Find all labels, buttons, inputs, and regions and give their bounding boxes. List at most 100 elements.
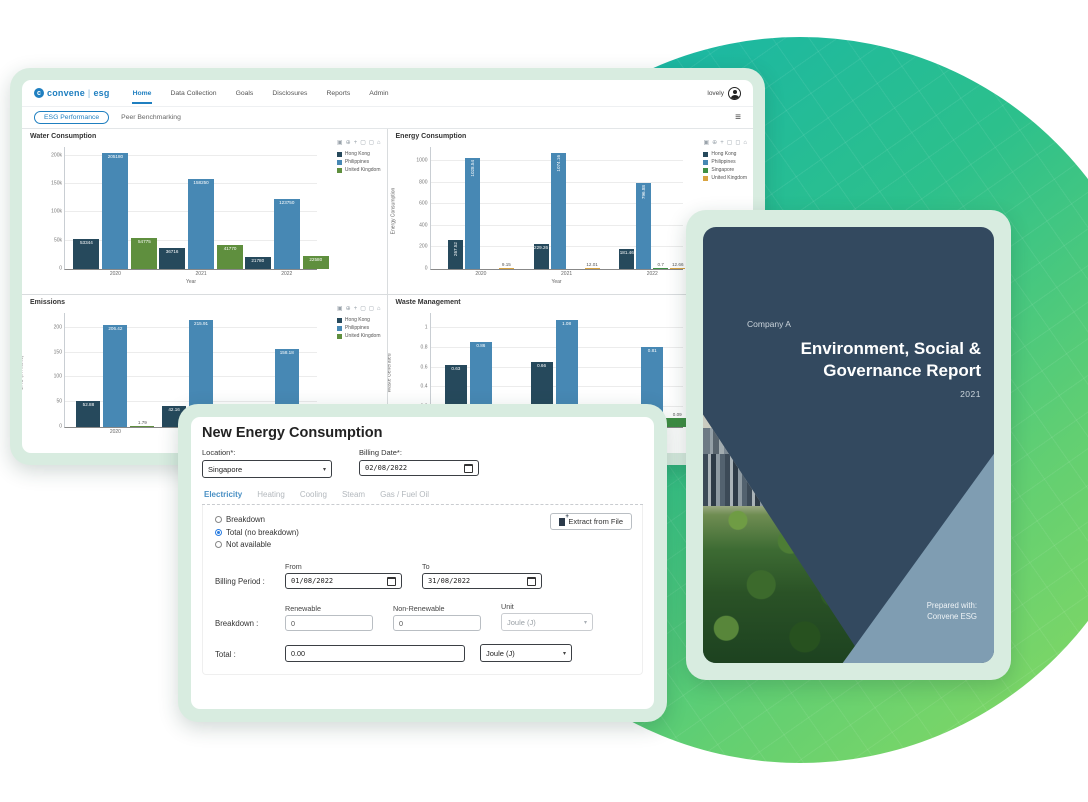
logo-text-convene: convene bbox=[47, 88, 85, 98]
from-date-input[interactable]: 01/08/2022 bbox=[285, 573, 402, 589]
username-label: lovely bbox=[707, 89, 724, 97]
non-renewable-input[interactable]: 0 bbox=[393, 615, 481, 631]
camera-icon[interactable]: ▣ bbox=[337, 306, 343, 312]
y-axis-title: Waste Generated bbox=[387, 353, 393, 393]
bar-singapore-2022: 0.09 bbox=[666, 412, 689, 427]
y-tick-label: 0.4 bbox=[420, 383, 428, 390]
camera-icon[interactable]: ▣ bbox=[337, 140, 343, 146]
breakdown-radio-group: Breakdown Total (no breakdown) Not availab… bbox=[215, 515, 632, 549]
extract-from-file-button[interactable]: Extract from File bbox=[550, 513, 632, 530]
bar-hong-kong-2021: 229.26 bbox=[533, 244, 549, 269]
modal-tab-gas-fuel-oil[interactable]: Gas / Fuel Oil bbox=[380, 490, 429, 499]
nav-item-reports[interactable]: Reports bbox=[326, 89, 351, 97]
convene-logo-icon: c bbox=[34, 88, 44, 98]
from-date-value: 01/08/2022 bbox=[291, 577, 334, 585]
calendar-icon bbox=[464, 463, 473, 473]
bar-value-label: 0.09 bbox=[672, 412, 682, 418]
plot-area: 0 200 400 600 800 1000 267.52 1028.54 9.15 2020 22… bbox=[416, 147, 686, 285]
electricity-section: Breakdown Total (no breakdown) Not availab… bbox=[202, 505, 643, 675]
hamburger-menu-icon[interactable]: ≡ bbox=[735, 111, 741, 123]
bar-philippines-2021: 1074.16 bbox=[550, 153, 566, 269]
zoom-icon[interactable]: ⊕ bbox=[345, 306, 351, 312]
compare-icon[interactable]: ◻ bbox=[368, 140, 374, 146]
bar-group-2020: 53344 205180 54775 bbox=[73, 152, 158, 269]
y-axis-title: Energy Consumption bbox=[389, 187, 396, 235]
y-tick-label: 0 bbox=[59, 265, 62, 272]
modal-tab-electricity[interactable]: Electricity bbox=[204, 490, 243, 499]
legend-item-singapore[interactable]: Singapore bbox=[703, 167, 747, 173]
chevron-down-icon: ▾ bbox=[583, 619, 587, 626]
pan-icon[interactable]: + bbox=[353, 140, 358, 146]
nav-item-home[interactable]: Home bbox=[131, 83, 153, 104]
y-axis-title: GHG (in mtons) bbox=[22, 355, 25, 391]
radio-breakdown[interactable]: Breakdown bbox=[215, 515, 632, 524]
zoom-icon[interactable]: ⊕ bbox=[712, 140, 718, 146]
bar-value-label: 0.7 bbox=[657, 262, 664, 267]
radio-button-icon[interactable] bbox=[215, 516, 222, 523]
y-axis-title: Water Volume bbox=[22, 195, 23, 226]
modal-tab-heating[interactable]: Heating bbox=[257, 490, 285, 499]
total-unit-value: Joule (J) bbox=[486, 648, 515, 658]
bar-united-kingdom-2021: 12.01 bbox=[584, 262, 600, 269]
nav-item-admin[interactable]: Admin bbox=[369, 89, 389, 97]
legend-item-philippines[interactable]: Philippines bbox=[336, 325, 381, 331]
bar-value-label: 12.66 bbox=[672, 261, 684, 267]
compare-icon[interactable]: ◻ bbox=[735, 140, 741, 146]
y-tick-label: 400 bbox=[419, 222, 428, 229]
box-select-icon[interactable]: ▢ bbox=[726, 140, 733, 146]
legend-item-hong-kong[interactable]: Hong Kong bbox=[336, 151, 381, 157]
home-icon[interactable]: ⌂ bbox=[376, 306, 381, 312]
user-avatar[interactable] bbox=[728, 86, 741, 100]
nav-item-disclosures[interactable]: Disclosures bbox=[272, 89, 308, 97]
bar-united-kingdom-2021: 41770 bbox=[217, 245, 244, 269]
tab-esg-performance[interactable]: ESG Performance bbox=[34, 111, 110, 124]
bar-value-label: 54775 bbox=[138, 238, 151, 244]
box-select-icon[interactable]: ▢ bbox=[360, 306, 366, 312]
camera-icon[interactable]: ▣ bbox=[703, 140, 710, 146]
total-unit-select[interactable]: Joule (J) ▾ bbox=[480, 644, 572, 662]
nav-item-goals[interactable]: Goals bbox=[235, 89, 254, 97]
logo-text-esg: esg bbox=[93, 88, 110, 98]
total-label: Total : bbox=[215, 650, 236, 659]
chart-legend: Hong Kong Philippines United Kingdom bbox=[336, 317, 381, 339]
bar-value-label: 229.26 bbox=[534, 245, 549, 251]
modal-tab-cooling[interactable]: Cooling bbox=[299, 490, 327, 499]
modal-tab-steam[interactable]: Steam bbox=[341, 490, 366, 499]
total-input[interactable]: 0.00 bbox=[285, 645, 465, 662]
radio-total-no-breakdown-[interactable]: Total (no breakdown) bbox=[215, 528, 632, 537]
legend-item-hong-kong[interactable]: Hong Kong bbox=[336, 317, 381, 323]
breakdown-unit-select[interactable]: Joule (J) ▾ bbox=[501, 613, 593, 631]
radio-button-icon[interactable] bbox=[215, 541, 222, 548]
zoom-icon[interactable]: ⊕ bbox=[345, 140, 351, 146]
cover-text-block: Company A Environment, Social & Governan… bbox=[747, 319, 981, 399]
y-tick-label: 800 bbox=[419, 179, 428, 186]
bar-value-label: 205180 bbox=[107, 153, 124, 159]
nav-item-data-collection[interactable]: Data Collection bbox=[170, 89, 217, 97]
chart-title: Water Consumption bbox=[30, 133, 97, 140]
bar-value-label: 9.15 bbox=[501, 262, 511, 267]
compare-icon[interactable]: ◻ bbox=[368, 306, 374, 312]
renewable-input[interactable]: 0 bbox=[285, 615, 373, 631]
legend-swatch bbox=[336, 151, 342, 157]
radio-not-available[interactable]: Not available bbox=[215, 540, 632, 549]
billing-date-input[interactable]: 02/08/2022 bbox=[359, 460, 479, 476]
prepared-with-block: Prepared with: Convene ESG bbox=[927, 600, 977, 623]
legend-item-united-kingdom[interactable]: United Kingdom bbox=[336, 333, 381, 339]
legend-item-united-kingdom[interactable]: United Kingdom bbox=[336, 167, 381, 173]
home-icon[interactable]: ⌂ bbox=[376, 140, 381, 146]
legend-item-philippines[interactable]: Philippines bbox=[703, 159, 747, 165]
location-select[interactable]: Singapore ▾ bbox=[202, 460, 332, 478]
bar-value-label: 21780 bbox=[251, 257, 265, 263]
to-date-input[interactable]: 31/08/2022 bbox=[422, 573, 542, 589]
legend-swatch bbox=[336, 159, 342, 165]
home-icon[interactable]: ⌂ bbox=[743, 140, 747, 146]
pan-icon[interactable]: + bbox=[353, 306, 358, 312]
box-select-icon[interactable]: ▢ bbox=[360, 140, 366, 146]
legend-item-hong-kong[interactable]: Hong Kong bbox=[703, 151, 747, 157]
legend-item-philippines[interactable]: Philippines bbox=[336, 159, 381, 165]
pan-icon[interactable]: + bbox=[720, 140, 724, 146]
legend-item-united-kingdom[interactable]: United Kingdom bbox=[703, 175, 747, 181]
tab-peer-benchmarking[interactable]: Peer Benchmarking bbox=[121, 114, 181, 121]
radio-button-icon[interactable] bbox=[215, 528, 222, 536]
bar-value-label: 158250 bbox=[193, 180, 209, 186]
